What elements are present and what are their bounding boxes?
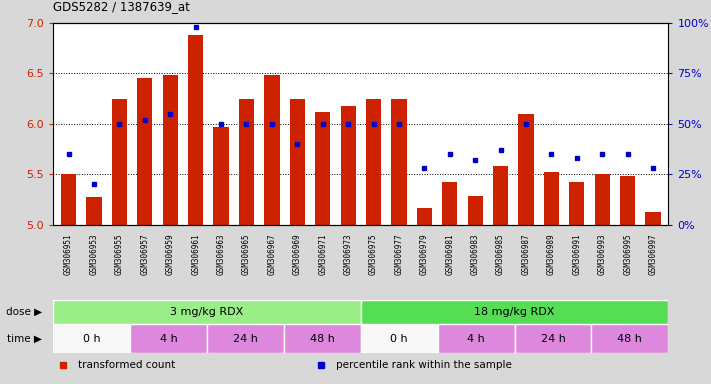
Text: 48 h: 48 h bbox=[310, 334, 335, 344]
Bar bbox=[112, 99, 127, 225]
Text: GSM306965: GSM306965 bbox=[242, 233, 251, 275]
Bar bbox=[213, 127, 229, 225]
Bar bbox=[417, 207, 432, 225]
Bar bbox=[594, 174, 610, 225]
Text: GSM306981: GSM306981 bbox=[445, 233, 454, 275]
Text: GSM306989: GSM306989 bbox=[547, 233, 556, 275]
Bar bbox=[438, 324, 515, 353]
Text: GSM306977: GSM306977 bbox=[395, 233, 403, 275]
Text: GSM306973: GSM306973 bbox=[343, 233, 353, 275]
Text: GSM306979: GSM306979 bbox=[420, 233, 429, 275]
Text: GSM306959: GSM306959 bbox=[166, 233, 175, 275]
Text: GSM306953: GSM306953 bbox=[90, 233, 99, 275]
Bar bbox=[137, 78, 152, 225]
Text: GSM306993: GSM306993 bbox=[598, 233, 606, 275]
Text: GSM306991: GSM306991 bbox=[572, 233, 582, 275]
Text: time ▶: time ▶ bbox=[7, 334, 43, 344]
Text: 18 mg/kg RDX: 18 mg/kg RDX bbox=[474, 307, 555, 317]
Bar bbox=[391, 99, 407, 225]
Bar bbox=[360, 324, 438, 353]
Text: GSM306951: GSM306951 bbox=[64, 233, 73, 275]
Text: percentile rank within the sample: percentile rank within the sample bbox=[336, 360, 512, 371]
Text: dose ▶: dose ▶ bbox=[6, 307, 43, 317]
Bar bbox=[468, 196, 483, 225]
Text: GSM306975: GSM306975 bbox=[369, 233, 378, 275]
Text: GSM306997: GSM306997 bbox=[648, 233, 658, 275]
Text: GSM306971: GSM306971 bbox=[319, 233, 327, 275]
Text: 0 h: 0 h bbox=[390, 334, 408, 344]
Bar bbox=[239, 99, 254, 225]
Text: 4 h: 4 h bbox=[467, 334, 485, 344]
Bar bbox=[646, 212, 661, 225]
Text: GSM306957: GSM306957 bbox=[140, 233, 149, 275]
Text: 48 h: 48 h bbox=[617, 334, 642, 344]
Bar bbox=[493, 166, 508, 225]
Text: 3 mg/kg RDX: 3 mg/kg RDX bbox=[171, 307, 244, 317]
Bar bbox=[207, 324, 284, 353]
Bar bbox=[315, 112, 331, 225]
Bar bbox=[53, 300, 360, 324]
Text: GSM306987: GSM306987 bbox=[522, 233, 530, 275]
Text: GSM306967: GSM306967 bbox=[267, 233, 277, 275]
Text: GSM306995: GSM306995 bbox=[623, 233, 632, 275]
Text: 0 h: 0 h bbox=[83, 334, 100, 344]
Bar bbox=[86, 197, 102, 225]
Bar bbox=[264, 75, 279, 225]
Bar bbox=[284, 324, 360, 353]
Bar bbox=[53, 324, 130, 353]
Text: GSM306985: GSM306985 bbox=[496, 233, 505, 275]
Text: GDS5282 / 1387639_at: GDS5282 / 1387639_at bbox=[53, 0, 191, 13]
Bar bbox=[544, 172, 559, 225]
Bar bbox=[188, 35, 203, 225]
Bar bbox=[620, 176, 636, 225]
Bar bbox=[570, 182, 584, 225]
Text: transformed count: transformed count bbox=[78, 360, 175, 371]
Text: GSM306963: GSM306963 bbox=[217, 233, 225, 275]
Bar bbox=[366, 99, 381, 225]
Bar bbox=[163, 75, 178, 225]
Text: GSM306969: GSM306969 bbox=[293, 233, 301, 275]
Text: 24 h: 24 h bbox=[540, 334, 565, 344]
Bar bbox=[360, 300, 668, 324]
Bar bbox=[130, 324, 207, 353]
Bar bbox=[518, 114, 534, 225]
Bar bbox=[515, 324, 592, 353]
Bar bbox=[341, 106, 356, 225]
Text: GSM306955: GSM306955 bbox=[115, 233, 124, 275]
Bar bbox=[289, 99, 305, 225]
Bar bbox=[61, 174, 76, 225]
Bar bbox=[592, 324, 668, 353]
Text: 4 h: 4 h bbox=[160, 334, 178, 344]
Text: 24 h: 24 h bbox=[233, 334, 258, 344]
Text: GSM306983: GSM306983 bbox=[471, 233, 480, 275]
Bar bbox=[442, 182, 457, 225]
Text: GSM306961: GSM306961 bbox=[191, 233, 200, 275]
